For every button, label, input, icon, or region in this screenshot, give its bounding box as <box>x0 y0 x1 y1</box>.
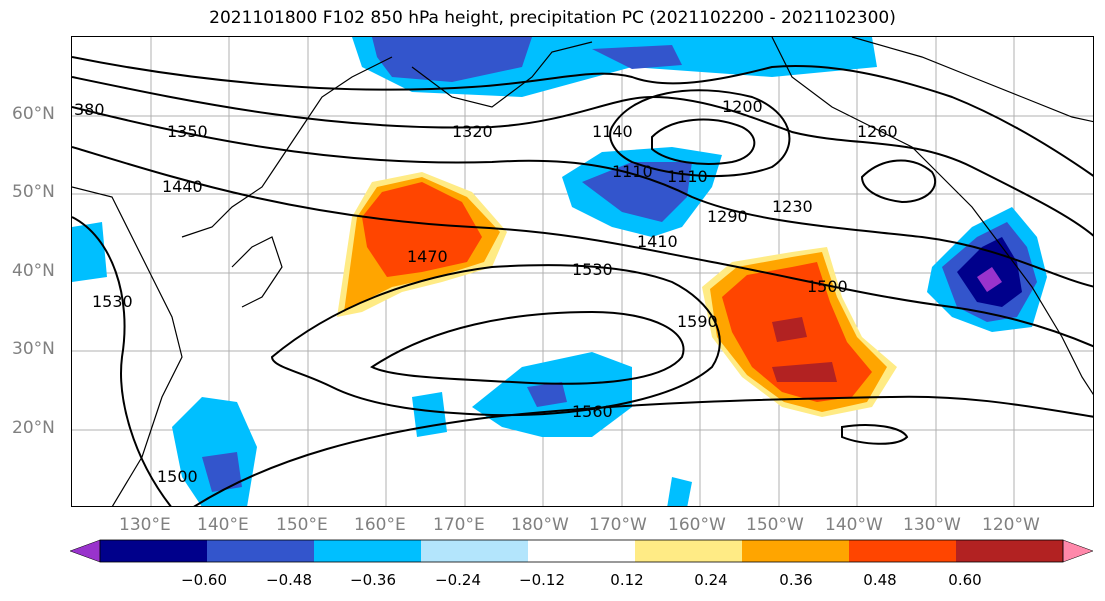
coastlines <box>72 37 1093 506</box>
colorbar-cell <box>528 540 636 562</box>
contour-label: 1140 <box>592 122 633 141</box>
contour-label: 1500 <box>157 467 198 486</box>
map-title: 2021101800 F102 850 hPa height, precipit… <box>209 8 896 28</box>
colorbar-cells <box>70 539 1094 563</box>
lat-label: 60°N <box>12 104 55 124</box>
colorbar-cell <box>100 540 208 562</box>
colorbar-cell <box>849 540 957 562</box>
precip-negative-central-pacific <box>562 147 722 237</box>
lat-label: 20°N <box>12 418 55 438</box>
precip-positive-east <box>702 247 897 417</box>
contour-label: 1230 <box>772 197 813 216</box>
contour-label: 1470 <box>407 247 448 266</box>
colorbar-tick-label: 0.36 <box>779 571 813 589</box>
lat-label: 50°N <box>12 182 55 202</box>
colorbar-tick-label: 0.48 <box>863 571 897 589</box>
colorbar-tick-label: −0.36 <box>350 571 396 589</box>
colorbar-tick-label: 0.12 <box>610 571 644 589</box>
colorbar-tick-label: −0.48 <box>266 571 312 589</box>
colorbar-cell <box>314 540 422 562</box>
contour-label: 1320 <box>452 122 493 141</box>
contour-label: 1590 <box>677 312 718 331</box>
contour-label: 1410 <box>637 232 678 251</box>
contour-label: 380 <box>74 100 105 119</box>
contour-label: 1530 <box>572 260 613 279</box>
lon-label: 120°W <box>982 515 1040 535</box>
lon-label: 150°W <box>746 515 804 535</box>
colorbar-outline <box>99 539 1064 563</box>
contour-label: 1560 <box>572 402 613 421</box>
lon-label: 170°W <box>589 515 647 535</box>
lat-label: 40°N <box>12 261 55 281</box>
precip-positive-west <box>337 172 507 317</box>
map-panel[interactable]: 380 1350 1320 1440 1470 1530 1530 1500 1… <box>71 36 1094 507</box>
map-canvas: 380 1350 1320 1440 1470 1530 1530 1500 1… <box>72 37 1093 506</box>
colorbar-cell <box>635 540 743 562</box>
colorbar-cell <box>1062 539 1094 563</box>
colorbar-tick-label: −0.24 <box>435 571 481 589</box>
lon-label: 150°E <box>276 515 328 535</box>
lon-label: 140°E <box>197 515 249 535</box>
colorbar-cell <box>742 540 850 562</box>
contour-label: 1200 <box>722 97 763 116</box>
colorbar-tick-label: 0.60 <box>948 571 982 589</box>
colorbar-cell <box>207 540 315 562</box>
contour-label: 1500 <box>807 277 848 296</box>
contour-label: 1260 <box>857 122 898 141</box>
precip-negative-north <box>352 37 877 97</box>
contour-labels: 380 1350 1320 1440 1470 1530 1530 1500 1… <box>74 97 898 486</box>
colorbar <box>70 539 1094 563</box>
lon-label: 170°E <box>433 515 485 535</box>
lon-label: 130°E <box>119 515 171 535</box>
lat-label: 30°N <box>12 339 55 359</box>
lon-label: 130°W <box>903 515 961 535</box>
height-contours <box>72 56 1093 506</box>
contour-label: 1110 <box>612 162 653 181</box>
lon-label: 160°E <box>354 515 406 535</box>
lon-label: 140°W <box>825 515 883 535</box>
lon-label: 160°W <box>668 515 726 535</box>
precip-negative-california <box>927 207 1047 332</box>
colorbar-tick-label: 0.24 <box>694 571 728 589</box>
contour-label: 1110 <box>667 167 708 186</box>
contour-label: 1440 <box>162 177 203 196</box>
contour-label: 1290 <box>707 207 748 226</box>
colorbar-tick-label: −0.60 <box>181 571 227 589</box>
colorbar-cell <box>956 540 1064 562</box>
contour-label: 1350 <box>167 122 208 141</box>
colorbar-cell <box>421 540 529 562</box>
lon-label: 180°W <box>511 515 569 535</box>
colorbar-tick-label: −0.12 <box>519 571 565 589</box>
colorbar-cell <box>70 539 101 563</box>
contour-label: 1530 <box>92 292 133 311</box>
